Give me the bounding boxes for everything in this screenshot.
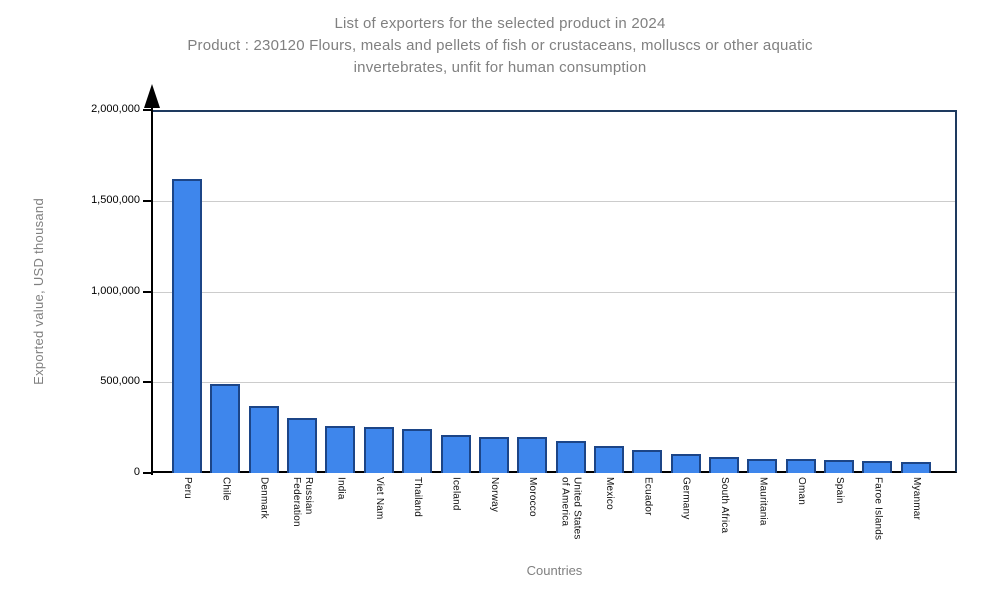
bar-denmark [248, 406, 279, 473]
x-label-text-denmark: Denmark [258, 477, 270, 519]
x-label-viet-nam: Viet Nam [364, 477, 394, 520]
gridline-1,000,000 [152, 291, 957, 293]
x-label-united-states-of-america: United States of America [556, 477, 586, 540]
gridline-500,000 [152, 382, 957, 384]
bar-russian-federation [287, 418, 318, 473]
x-label-text-peru: Peru [182, 477, 193, 499]
bar-peru [172, 179, 202, 473]
bar-faroe-islands [862, 461, 893, 473]
bar-viet-nam [363, 427, 394, 473]
x-label-ecuador: Ecuador [632, 477, 662, 516]
bars-row [152, 110, 957, 473]
x-label-text-germany: Germany [680, 477, 692, 520]
x-label-oman: Oman [786, 477, 816, 505]
x-label-mexico: Mexico [594, 477, 624, 510]
plot-area [152, 110, 957, 473]
bar-mauritania [747, 459, 778, 473]
x-label-thailand: Thailand [402, 477, 432, 517]
chart-title: List of exporters for the selected produ… [0, 13, 1000, 79]
x-label-text-spain: Spain [834, 477, 846, 504]
x-label-germany: Germany [671, 477, 701, 520]
y-tick-2,000,000 [143, 109, 152, 111]
bar-germany [670, 454, 701, 473]
y-tick-label-1,000,000: 1,000,000 [91, 284, 140, 297]
x-label-norway: Norway [479, 477, 509, 512]
chart-title-line-2: Product : 230120 Flours, meals and pelle… [187, 37, 813, 54]
bar-spain [824, 460, 855, 473]
x-axis-title: Countries [526, 563, 583, 578]
y-tick-0 [143, 472, 152, 474]
x-label-text-faroe-islands: Faroe Islands [872, 477, 884, 541]
bar-india [325, 426, 356, 473]
x-label-text-viet-nam: Viet Nam [373, 477, 385, 520]
bar-myanmar [900, 462, 931, 473]
bar-south-africa [709, 457, 740, 473]
x-label-russian-federation: Russian Federation [287, 477, 317, 527]
bar-norway [478, 437, 509, 473]
x-label-spain: Spain [824, 477, 854, 504]
bar-morocco [517, 437, 548, 473]
x-label-text-india: India [335, 477, 347, 500]
x-label-text-iceland: Iceland [450, 477, 462, 511]
x-label-iceland: Iceland [441, 477, 471, 511]
bar-mexico [593, 446, 624, 473]
y-tick-label-2,000,000: 2,000,000 [91, 103, 140, 115]
bar-united-states-of-america [555, 441, 586, 473]
x-label-denmark: Denmark [249, 477, 279, 519]
y-axis-line [151, 96, 153, 475]
y-tick-label-0: 0 [133, 466, 140, 478]
x-label-text-ecuador: Ecuador [642, 477, 654, 516]
chart-title-line-1: List of exporters for the selected produ… [334, 15, 666, 32]
bar-ecuador [632, 450, 663, 473]
x-label-faroe-islands: Faroe Islands [862, 477, 892, 540]
y-tick-1,500,000 [143, 199, 152, 202]
y-tick-label-1,500,000: 1,500,000 [91, 193, 140, 206]
x-label-text-russian-federation: Russian Federation [291, 477, 315, 527]
bar-oman [785, 459, 816, 473]
x-label-morocco: Morocco [517, 477, 547, 517]
x-label-chile: Chile [210, 477, 240, 501]
gridline-1,500,000 [152, 200, 957, 202]
x-label-text-united-states-of-america: United States of America [559, 477, 583, 540]
x-label-text-chile: Chile [220, 477, 232, 501]
y-tick-500,000 [143, 381, 152, 384]
bar-thailand [402, 429, 433, 473]
y-tick-label-500,000: 500,000 [100, 375, 140, 388]
x-label-text-thailand: Thailand [412, 477, 424, 517]
bar-iceland [440, 435, 471, 473]
x-label-text-mexico: Mexico [603, 477, 615, 510]
y-axis-arrow-icon [144, 84, 160, 108]
x-label-mauritania: Mauritania [747, 477, 777, 526]
chart-title-line-3: invertebrates, unfit for human consumpti… [353, 59, 647, 76]
x-label-text-mauritania: Mauritania [757, 477, 769, 526]
x-axis-labels: Peru Chile Denmark Russian Federation India V… [152, 477, 957, 572]
y-tick-1,000,000 [143, 290, 152, 293]
x-label-south-africa: South Africa [709, 477, 739, 533]
x-label-text-oman: Oman [795, 477, 807, 506]
x-label-peru: Peru [172, 477, 202, 499]
x-label-text-myanmar: Myanmar [910, 477, 922, 521]
x-label-india: India [325, 477, 355, 500]
bar-chile [210, 384, 241, 473]
x-label-text-south-africa: South Africa [719, 477, 731, 534]
x-label-myanmar: Myanmar [901, 477, 931, 520]
x-label-text-norway: Norway [488, 477, 500, 513]
x-label-text-morocco: Morocco [527, 477, 539, 517]
